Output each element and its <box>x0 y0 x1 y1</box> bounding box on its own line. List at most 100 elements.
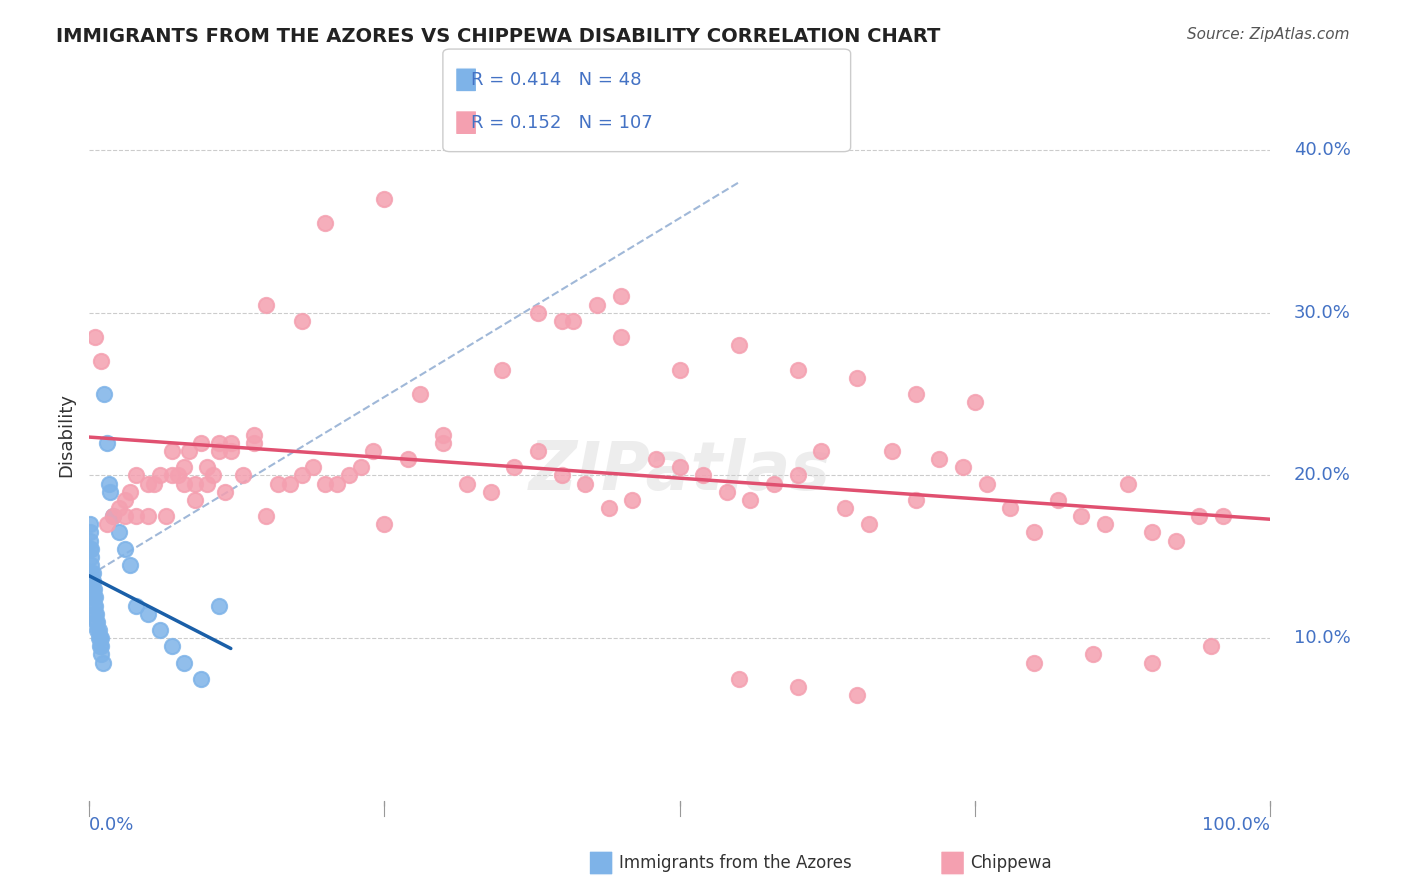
Point <box>136 476 159 491</box>
Text: R = 0.152   N = 107: R = 0.152 N = 107 <box>471 114 652 132</box>
Point <box>107 525 129 540</box>
Point <box>80 558 103 572</box>
Text: 40.0%: 40.0% <box>1294 141 1351 159</box>
Point <box>302 460 325 475</box>
Point <box>89 631 111 645</box>
Point <box>80 566 103 580</box>
Point <box>114 492 136 507</box>
Point <box>291 314 314 328</box>
Point <box>143 476 166 491</box>
Point <box>1070 509 1092 524</box>
Point <box>373 192 395 206</box>
Point <box>692 468 714 483</box>
Point <box>527 444 550 458</box>
Point <box>101 509 124 524</box>
Point <box>219 435 242 450</box>
Point <box>621 492 644 507</box>
Point <box>763 476 786 491</box>
Point <box>1022 656 1045 670</box>
Point <box>254 297 277 311</box>
Point <box>190 672 212 686</box>
Point <box>160 444 183 458</box>
Point <box>1212 509 1234 524</box>
Point <box>120 558 142 572</box>
Point <box>90 631 112 645</box>
Point <box>1188 509 1211 524</box>
Point <box>90 648 112 662</box>
Point <box>82 582 104 597</box>
Point <box>834 500 856 515</box>
Point <box>491 362 513 376</box>
Point <box>952 460 974 475</box>
Point <box>208 435 231 450</box>
Point <box>208 599 231 613</box>
Point <box>963 395 986 409</box>
Point <box>125 599 148 613</box>
Point <box>87 623 110 637</box>
Point <box>107 500 129 515</box>
Point <box>160 640 183 654</box>
Point <box>479 484 502 499</box>
Point <box>1022 525 1045 540</box>
Point <box>195 476 218 491</box>
Point <box>314 476 336 491</box>
Point <box>858 517 880 532</box>
Point <box>202 468 225 483</box>
Point <box>727 672 749 686</box>
Point <box>668 460 690 475</box>
Text: 0.0%: 0.0% <box>89 816 135 834</box>
Point <box>90 640 112 654</box>
Point <box>80 549 103 564</box>
Y-axis label: Disability: Disability <box>58 392 75 476</box>
Point <box>373 517 395 532</box>
Point <box>609 330 631 344</box>
Point <box>173 460 195 475</box>
Point <box>149 623 172 637</box>
Point <box>82 574 104 589</box>
Point <box>432 427 454 442</box>
Point <box>125 509 148 524</box>
Text: Chippewa: Chippewa <box>970 854 1052 871</box>
Point <box>136 607 159 621</box>
Point <box>120 484 142 499</box>
Point <box>810 444 832 458</box>
Point <box>928 452 950 467</box>
Point <box>214 484 236 499</box>
Point <box>84 615 107 629</box>
Point <box>84 330 107 344</box>
Text: 100.0%: 100.0% <box>1202 816 1270 834</box>
Point <box>79 517 101 532</box>
Text: 30.0%: 30.0% <box>1294 303 1351 322</box>
Point <box>882 444 904 458</box>
Point <box>160 468 183 483</box>
Point <box>83 582 105 597</box>
Point <box>166 468 188 483</box>
Point <box>86 623 108 637</box>
Point <box>1140 525 1163 540</box>
Point <box>1199 640 1222 654</box>
Point <box>254 509 277 524</box>
Point <box>195 460 218 475</box>
Point <box>727 338 749 352</box>
Point <box>90 354 112 368</box>
Point <box>84 591 107 605</box>
Point <box>337 468 360 483</box>
Point <box>173 476 195 491</box>
Point <box>84 607 107 621</box>
Point <box>609 289 631 303</box>
Point <box>786 468 808 483</box>
Point <box>716 484 738 499</box>
Point <box>1000 500 1022 515</box>
Text: ZIPatlas: ZIPatlas <box>529 438 831 504</box>
Point <box>86 615 108 629</box>
Point <box>179 444 201 458</box>
Point <box>79 566 101 580</box>
Point <box>93 387 115 401</box>
Point <box>1046 492 1069 507</box>
Point <box>432 435 454 450</box>
Point <box>190 435 212 450</box>
Point <box>740 492 762 507</box>
Point <box>278 476 301 491</box>
Point <box>243 435 266 450</box>
Point <box>89 640 111 654</box>
